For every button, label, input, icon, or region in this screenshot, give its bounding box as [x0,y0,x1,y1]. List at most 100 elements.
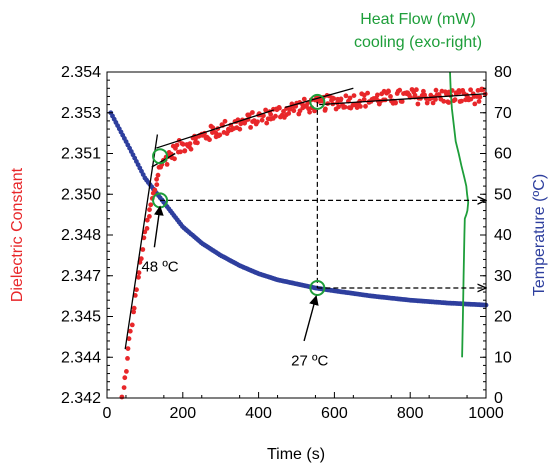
dielectric-point [264,120,270,126]
dielectric-point [250,110,255,115]
highlight-marker [309,279,326,296]
dielectric-point [281,109,286,114]
annotation-layer: 48 ºC 27 ºC [124,87,487,369]
dielectric-point [415,101,421,107]
annotation-label: 48 ºC [141,259,178,276]
y-left-tick-label: 2.351 [61,146,101,163]
annotation-pointer [303,295,319,342]
dielectric-point [263,107,268,113]
dielectric-point [338,96,344,102]
dielectric-point [323,106,328,112]
dielectric-point [358,104,363,109]
y-left-tick-label: 2.347 [61,268,101,285]
dielectric-point [297,108,303,114]
dielectric-point [343,93,349,99]
annotation-pointer [153,205,164,248]
dielectric-point [476,99,482,104]
dielectric-point [421,88,426,94]
dielectric-point [414,87,419,93]
y-left-tick-label: 2.344 [61,349,101,366]
x-tick-label: 400 [245,405,272,422]
dielectric-point [331,96,337,101]
y-right-tick-label: 0 [494,390,503,407]
dielectric-point [136,270,142,276]
highlight-marker [309,93,326,110]
fit-line [124,134,159,350]
dielectric-point [119,394,125,400]
dielectric-point [188,146,194,152]
dielectric-point [131,305,137,311]
y-left-tick-label: 2.354 [61,64,101,81]
dielectric-point [132,293,138,298]
dielectric-point [172,156,177,162]
dielectric-point [126,336,132,342]
dielectric-point [291,108,297,114]
y-right-tick-label: 10 [494,349,512,366]
y-left-tick-label: 2.350 [61,186,101,203]
dielectric-point [122,375,128,381]
dielectric-point [134,287,139,293]
dielectric-point [363,103,368,109]
dielectric-point [187,141,193,147]
dielectric-point [182,148,188,154]
dielectric-point [468,87,473,93]
dielectric-point [138,256,144,262]
dielectric-point [164,162,170,167]
heat-flow-label-1: Heat Flow (mW) [360,11,476,28]
fit-line [151,152,176,168]
axes-layer: 0 200 400 600 800 10002.3422.3442.3452.3472.3… [61,64,512,422]
series-layer [108,71,489,400]
dielectric-point [207,137,212,143]
y-left-tick-label: 2.353 [61,105,101,122]
x-tick-label: 600 [321,405,348,422]
dielectric-point [430,100,436,106]
y-left-axis-label: Dielectric Constant [9,167,26,302]
dielectric-point [456,90,462,95]
dielectric-point [248,125,254,130]
dielectric-point [237,126,243,132]
dielectric-point [273,113,278,119]
dielectric-point [441,98,447,104]
dielectric-point [399,99,405,104]
dielectric-point [446,100,452,105]
dielectric-point [412,92,418,98]
fit-line [156,109,274,149]
dielectric-point [361,97,367,102]
dielectric-point [422,92,427,98]
dielectric-point [152,187,158,193]
dielectric-point [147,207,152,213]
dielectric-point [144,226,150,231]
dielectric-point [180,141,186,147]
dielectric-point [178,149,183,155]
dielectric-point [125,356,130,361]
dielectric-point [127,328,133,334]
dielectric-point [222,118,228,124]
dielectric-point [129,322,135,328]
dielectric-point [140,247,146,252]
y-right-axis-label: Temperature (ºC) [531,174,548,296]
dielectric-point [347,95,353,101]
x-tick-label: 1000 [468,405,504,422]
dielectric-point [217,132,223,138]
dielectric-point [277,105,282,111]
plot-frame [106,71,487,399]
dielectric-point [336,104,341,110]
dielectric-point [121,385,127,390]
y-left-tick-label: 2.345 [61,309,101,326]
fit-line [319,93,487,106]
dielectric-point [286,111,292,116]
dielectric-point [477,94,483,100]
dielectric-point [475,88,481,93]
dielectric-point [433,87,439,93]
dielectric-point [155,172,161,178]
highlight-marker [152,148,169,165]
x-tick-label: 200 [169,405,196,422]
dielectric-point [147,214,152,219]
dielectric-point [259,117,265,123]
x-axis-label: Time (s) [267,446,325,463]
x-tick-label: 800 [397,405,424,422]
dielectric-point [472,101,478,107]
dielectric-point [193,136,198,142]
